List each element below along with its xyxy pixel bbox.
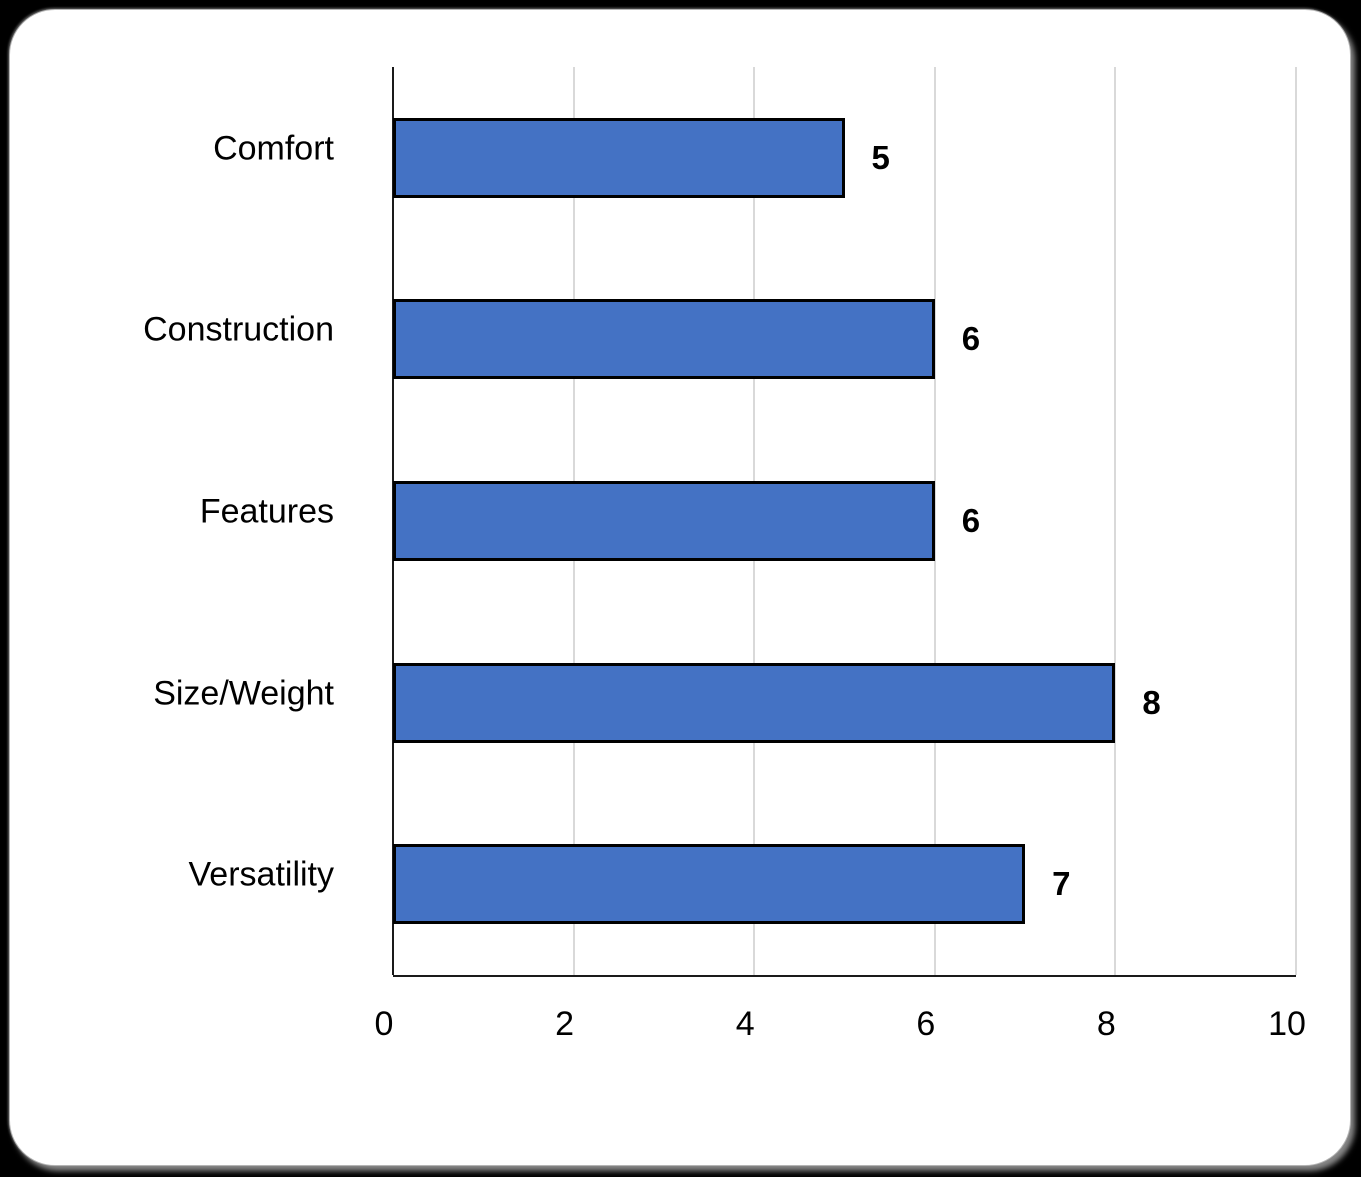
bar-value-label: 8 xyxy=(1142,683,1161,721)
chart-panel: 5 6 6 8 7 Comfort Construction Features Size/We… xyxy=(9,9,1351,1166)
bar-value-label: 6 xyxy=(961,502,981,539)
x-axis-line xyxy=(393,975,1296,977)
bar-size-weight xyxy=(393,662,1116,743)
bar-value-label: 7 xyxy=(1052,865,1071,903)
vertical-gridline xyxy=(1295,67,1297,975)
category-label-size-weight: Size/Weight xyxy=(153,674,334,713)
bar-features xyxy=(393,481,935,561)
bar-comfort xyxy=(393,117,845,198)
vertical-gridline xyxy=(1114,67,1117,975)
x-tick-label-6: 6 xyxy=(916,1005,936,1043)
category-label-versatility: Versatility xyxy=(188,855,335,894)
category-label-construction: Construction xyxy=(143,310,334,349)
x-tick-label-0: 0 xyxy=(374,1005,394,1043)
category-label-features: Features xyxy=(199,492,334,531)
bar-value-label: 6 xyxy=(961,320,981,358)
bar-construction xyxy=(393,299,935,380)
category-label-comfort: Comfort xyxy=(213,129,334,168)
vertical-gridline xyxy=(933,67,936,975)
x-tick-label-10: 10 xyxy=(1268,1005,1306,1043)
x-tick-label-4: 4 xyxy=(735,1005,755,1043)
x-tick-label-2: 2 xyxy=(555,1005,575,1043)
bar-versatility xyxy=(393,844,1026,925)
bar-value-label: 5 xyxy=(871,138,890,176)
plot-area: 5 6 6 8 7 xyxy=(392,67,1297,977)
x-tick-label-8: 8 xyxy=(1096,1005,1116,1043)
